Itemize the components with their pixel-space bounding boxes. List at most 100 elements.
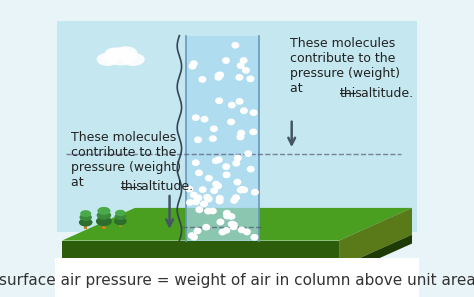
Ellipse shape	[97, 211, 111, 220]
Circle shape	[228, 214, 235, 219]
Circle shape	[224, 213, 230, 219]
Circle shape	[215, 73, 222, 78]
Circle shape	[223, 172, 230, 178]
Polygon shape	[62, 235, 412, 276]
Circle shape	[215, 183, 221, 189]
Circle shape	[210, 126, 217, 132]
Ellipse shape	[104, 48, 137, 65]
Circle shape	[241, 108, 247, 113]
Circle shape	[235, 155, 241, 161]
Circle shape	[210, 208, 216, 214]
Circle shape	[201, 201, 207, 206]
Circle shape	[217, 196, 223, 201]
Circle shape	[196, 207, 202, 212]
Circle shape	[236, 99, 243, 104]
Circle shape	[191, 235, 197, 240]
Circle shape	[233, 161, 239, 166]
Ellipse shape	[97, 207, 110, 215]
Circle shape	[192, 160, 199, 165]
Text: this: this	[340, 87, 363, 100]
Circle shape	[219, 229, 226, 235]
Circle shape	[233, 195, 239, 200]
Circle shape	[186, 187, 192, 192]
Circle shape	[205, 196, 212, 202]
Circle shape	[189, 233, 195, 238]
Circle shape	[187, 200, 193, 205]
Ellipse shape	[96, 216, 112, 226]
Text: this: this	[121, 180, 144, 193]
Circle shape	[234, 179, 241, 185]
Text: These molecules
contribute to the
pressure (weight)
at: These molecules contribute to the pressu…	[71, 131, 181, 189]
Circle shape	[195, 137, 201, 143]
Circle shape	[192, 115, 199, 120]
Circle shape	[230, 224, 237, 230]
Circle shape	[216, 198, 223, 204]
Circle shape	[237, 63, 244, 68]
Circle shape	[223, 58, 229, 63]
Circle shape	[230, 222, 237, 227]
Circle shape	[203, 225, 210, 230]
Circle shape	[237, 187, 244, 193]
Circle shape	[201, 116, 208, 122]
Circle shape	[236, 75, 243, 80]
Circle shape	[251, 235, 258, 240]
Circle shape	[247, 76, 254, 81]
Circle shape	[223, 228, 229, 233]
Polygon shape	[119, 220, 122, 227]
Text: altitude.: altitude.	[356, 87, 413, 100]
Text: surface air pressure = weight of air in column above unit area: surface air pressure = weight of air in …	[0, 273, 474, 288]
Circle shape	[211, 188, 218, 193]
Circle shape	[244, 229, 250, 235]
Circle shape	[213, 158, 219, 163]
Circle shape	[237, 134, 244, 140]
Circle shape	[223, 164, 229, 169]
Circle shape	[206, 176, 212, 181]
Circle shape	[250, 110, 257, 115]
Circle shape	[199, 77, 206, 82]
Ellipse shape	[114, 217, 127, 225]
Text: These molecules
contribute to the
pressure (weight)
at: These molecules contribute to the pressu…	[290, 37, 400, 95]
Circle shape	[250, 129, 256, 135]
Ellipse shape	[97, 53, 118, 66]
Circle shape	[247, 167, 254, 172]
Circle shape	[252, 189, 258, 195]
Circle shape	[239, 187, 246, 192]
Circle shape	[228, 222, 235, 227]
Circle shape	[243, 68, 249, 73]
Circle shape	[195, 195, 201, 200]
Circle shape	[245, 151, 252, 156]
Polygon shape	[62, 208, 412, 241]
Circle shape	[215, 157, 222, 162]
Polygon shape	[102, 220, 106, 229]
Ellipse shape	[80, 210, 91, 217]
Ellipse shape	[115, 210, 126, 216]
Circle shape	[232, 42, 238, 48]
Ellipse shape	[115, 213, 126, 220]
Ellipse shape	[105, 48, 125, 59]
Circle shape	[215, 75, 222, 80]
Polygon shape	[84, 221, 87, 229]
Circle shape	[194, 228, 201, 234]
Circle shape	[205, 208, 211, 214]
Circle shape	[216, 98, 222, 103]
Circle shape	[241, 187, 247, 192]
FancyBboxPatch shape	[55, 258, 419, 297]
Circle shape	[191, 192, 197, 198]
Circle shape	[217, 72, 224, 78]
Circle shape	[224, 211, 230, 216]
Circle shape	[238, 130, 245, 136]
Circle shape	[217, 219, 224, 225]
Polygon shape	[339, 208, 412, 267]
Circle shape	[238, 227, 245, 233]
Circle shape	[191, 61, 197, 66]
Circle shape	[192, 199, 199, 205]
Circle shape	[228, 102, 235, 108]
Circle shape	[213, 181, 219, 187]
Circle shape	[210, 136, 216, 141]
Ellipse shape	[114, 46, 137, 59]
Circle shape	[240, 58, 247, 63]
Circle shape	[231, 198, 237, 203]
Circle shape	[204, 195, 210, 200]
FancyBboxPatch shape	[56, 21, 418, 232]
Ellipse shape	[121, 53, 145, 66]
